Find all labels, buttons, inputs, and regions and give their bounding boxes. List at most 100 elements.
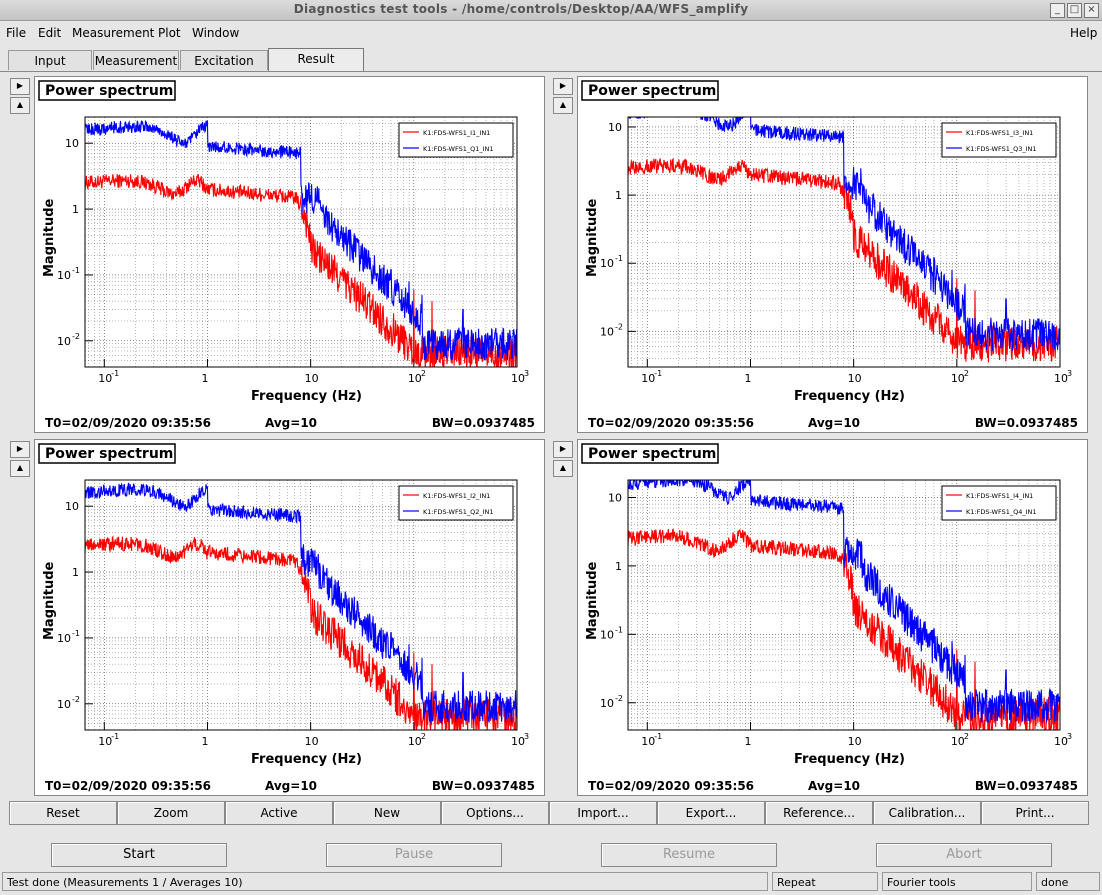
y-tick-label: 10 bbox=[65, 500, 79, 513]
export-button[interactable]: Export... bbox=[657, 801, 765, 825]
x-tick-exponent: -1 bbox=[111, 732, 119, 741]
reset-button[interactable]: Reset bbox=[9, 801, 117, 825]
y-tick-exponent: -1 bbox=[615, 254, 623, 263]
panel-title: Power spectrum bbox=[45, 83, 173, 99]
menu-edit[interactable]: Edit bbox=[38, 26, 62, 40]
pause-button[interactable]: Pause bbox=[326, 843, 502, 867]
y-axis-title: Magnitude bbox=[42, 561, 57, 640]
panel-title-box bbox=[581, 80, 719, 101]
pad-up-arrow-icon[interactable]: ▲ bbox=[553, 97, 573, 114]
t0-label: T0=02/09/2020 09:35:56 bbox=[588, 779, 754, 793]
y-tick-label: 10 bbox=[600, 628, 614, 641]
pad-up-arrow-icon[interactable]: ▲ bbox=[10, 97, 30, 114]
x-axis-title: Frequency (Hz) bbox=[251, 389, 362, 404]
x-tick-label: 1 bbox=[744, 735, 751, 748]
y-tick-label: 10 bbox=[65, 137, 79, 150]
new-button[interactable]: New bbox=[333, 801, 441, 825]
legend-label: K1:FDS-WFS1_I3_IN1 bbox=[966, 129, 1033, 137]
x-tick-label: 10 bbox=[408, 372, 422, 385]
x-tick-label: 10 bbox=[1054, 372, 1068, 385]
blue-trace bbox=[85, 120, 517, 361]
pad-right-arrow-icon[interactable]: ▶ bbox=[10, 78, 30, 95]
red-trace bbox=[628, 157, 1060, 363]
menu-plot[interactable]: Plot bbox=[158, 26, 181, 40]
x-tick-exponent: -1 bbox=[654, 369, 662, 378]
status-message: Test done (Measurements 1 / Averages 10) bbox=[2, 872, 768, 891]
y-tick-label: 1 bbox=[72, 203, 79, 216]
status-tool: Fourier tools bbox=[882, 872, 1032, 891]
plot-panel-1[interactable]: Power spectrum 10 1 10 10 10 -1 2 3 10 -2 10 -1 1 10 Fr… bbox=[34, 76, 545, 433]
y-tick-label: 10 bbox=[57, 335, 71, 348]
panel-title: Power spectrum bbox=[588, 83, 716, 99]
plot-panel-4[interactable]: Power spectrum 10 1 10 10 10 -1 2 3 10 -2 10 -1 1 10 Fr… bbox=[577, 439, 1088, 796]
blue-trace bbox=[85, 482, 517, 725]
menu-file[interactable]: File bbox=[6, 26, 27, 40]
x-tick-exponent: 3 bbox=[1067, 369, 1072, 378]
import-button[interactable]: Import... bbox=[549, 801, 657, 825]
x-tick-label: 10 bbox=[641, 735, 655, 748]
panel-title: Power spectrum bbox=[588, 446, 716, 462]
minimize-button[interactable]: _ bbox=[1050, 3, 1065, 18]
menu-help[interactable]: Help bbox=[1070, 26, 1098, 40]
tab-input[interactable]: Input bbox=[8, 50, 92, 70]
panel-title-box bbox=[38, 80, 176, 101]
legend-label: K1:FDS-WFS1_Q1_IN1 bbox=[423, 145, 494, 153]
pad-right-arrow-icon[interactable]: ▶ bbox=[553, 78, 573, 95]
x-tick-exponent: 2 bbox=[964, 732, 969, 741]
y-tick-exponent: -2 bbox=[615, 322, 623, 331]
print-button[interactable]: Print... bbox=[981, 801, 1089, 825]
x-tick-label: 10 bbox=[408, 735, 422, 748]
x-axis-title: Frequency (Hz) bbox=[794, 752, 905, 767]
start-button[interactable]: Start bbox=[51, 843, 227, 867]
x-tick-label: 10 bbox=[951, 735, 965, 748]
menu-window[interactable]: Window bbox=[192, 26, 240, 40]
menu-measurement[interactable]: Measurement bbox=[72, 26, 155, 40]
plot-panel-2[interactable]: Power spectrum 10 1 10 10 10 -1 2 3 10 -2 10 -1 1 10 Fr… bbox=[577, 76, 1088, 433]
plot-button-row: Reset Zoom Active New Options... Import.… bbox=[9, 801, 1089, 825]
tab-result[interactable]: Result bbox=[268, 48, 364, 71]
options-button[interactable]: Options... bbox=[441, 801, 549, 825]
status-mode: Repeat bbox=[772, 872, 878, 891]
y-tick-exponent: -2 bbox=[72, 695, 80, 704]
bw-label: BW=0.0937485 bbox=[432, 416, 535, 430]
maximize-button[interactable]: □ bbox=[1067, 3, 1082, 18]
reference-button[interactable]: Reference... bbox=[765, 801, 873, 825]
y-tick-label: 10 bbox=[600, 697, 614, 710]
x-tick-exponent: 2 bbox=[964, 369, 969, 378]
active-button[interactable]: Active bbox=[225, 801, 333, 825]
plot-frame bbox=[84, 479, 518, 731]
abort-button[interactable]: Abort bbox=[876, 843, 1052, 867]
t0-label: T0=02/09/2020 09:35:56 bbox=[45, 779, 211, 793]
close-button[interactable]: × bbox=[1084, 3, 1099, 18]
y-tick-label: 10 bbox=[600, 325, 614, 338]
t0-label: T0=02/09/2020 09:35:56 bbox=[45, 416, 211, 430]
pad-up-arrow-icon[interactable]: ▲ bbox=[553, 460, 573, 477]
zoom-button[interactable]: Zoom bbox=[117, 801, 225, 825]
x-tick-label: 1 bbox=[201, 735, 208, 748]
x-tick-exponent: 3 bbox=[524, 369, 529, 378]
calibration-button[interactable]: Calibration... bbox=[873, 801, 981, 825]
tab-bar: Input Measurement Excitation Result bbox=[0, 46, 1102, 72]
spectrum-traces bbox=[85, 482, 517, 730]
tab-excitation[interactable]: Excitation bbox=[180, 50, 268, 70]
pad-up-arrow-icon[interactable]: ▲ bbox=[10, 460, 30, 477]
y-tick-exponent: -2 bbox=[615, 694, 623, 703]
pad-right-arrow-icon[interactable]: ▶ bbox=[553, 441, 573, 458]
x-tick-label: 10 bbox=[951, 372, 965, 385]
legend-label: K1:FDS-WFS1_I2_IN1 bbox=[423, 492, 490, 500]
x-axis-title: Frequency (Hz) bbox=[794, 389, 905, 404]
legend-box bbox=[941, 122, 1057, 158]
y-axis-title: Magnitude bbox=[585, 198, 600, 277]
resume-button[interactable]: Resume bbox=[601, 843, 777, 867]
x-tick-label: 10 bbox=[305, 735, 319, 748]
y-tick-exponent: -1 bbox=[615, 625, 623, 634]
tab-measurement[interactable]: Measurement bbox=[93, 50, 179, 70]
bw-label: BW=0.0937485 bbox=[432, 779, 535, 793]
x-tick-label: 10 bbox=[641, 372, 655, 385]
plot-panel-3[interactable]: Power spectrum 10 1 10 10 10 -1 2 3 10 -2 10 -1 1 10 Fr… bbox=[34, 439, 545, 796]
x-tick-exponent: -1 bbox=[654, 732, 662, 741]
pad-right-arrow-icon[interactable]: ▶ bbox=[10, 441, 30, 458]
legend-label: K1:FDS-WFS1_Q2_IN1 bbox=[423, 508, 494, 516]
x-tick-label: 10 bbox=[511, 735, 525, 748]
x-tick-exponent: 2 bbox=[421, 732, 426, 741]
